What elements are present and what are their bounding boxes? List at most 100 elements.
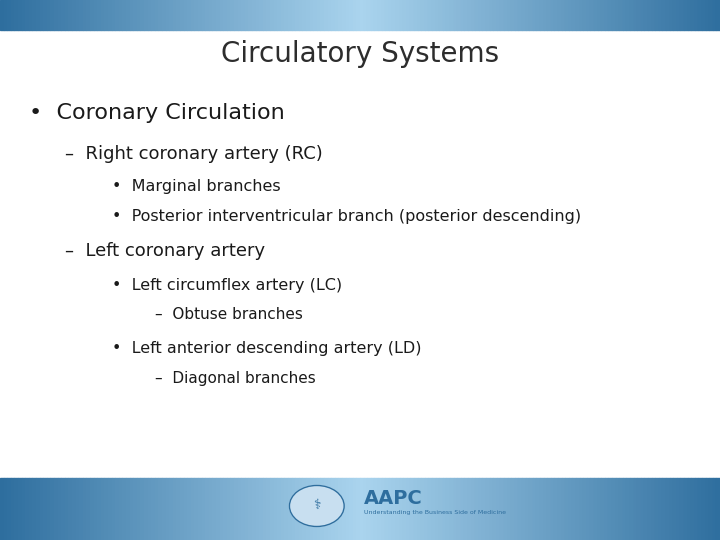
Bar [641,0,644,30]
Bar [526,0,529,30]
Bar [284,478,288,540]
Bar [482,0,486,30]
Bar [299,478,302,540]
Bar [61,0,65,30]
Bar [108,478,112,540]
Bar [562,478,565,540]
Text: Understanding the Business Side of Medicine: Understanding the Business Side of Medic… [364,510,505,515]
Bar [464,478,468,540]
Bar [270,478,274,540]
Bar [364,0,367,30]
Bar [374,0,378,30]
Bar [295,0,299,30]
Bar [634,0,637,30]
Bar [202,0,205,30]
Bar [421,0,425,30]
Bar [292,0,295,30]
Bar [238,0,241,30]
Text: Circulatory Systems: Circulatory Systems [221,40,499,68]
Bar [295,478,299,540]
Text: •  Coronary Circulation: • Coronary Circulation [29,103,284,124]
Bar [637,0,641,30]
Bar [43,478,47,540]
Bar [252,478,256,540]
Bar [230,478,234,540]
Text: AAPC: AAPC [364,489,423,509]
Bar [353,0,356,30]
Bar [716,0,720,30]
Bar [158,0,162,30]
Bar [263,478,266,540]
Bar [122,478,126,540]
Bar [133,478,137,540]
Bar [493,478,497,540]
Bar [644,478,648,540]
Bar [616,478,619,540]
Bar [511,0,515,30]
Bar [616,0,619,30]
Bar [151,0,155,30]
Bar [626,478,630,540]
Bar [331,0,335,30]
Bar [479,0,482,30]
Bar [576,478,580,540]
Bar [14,478,18,540]
Text: •  Left anterior descending artery (LD): • Left anterior descending artery (LD) [112,341,421,356]
Bar [504,0,508,30]
Bar [317,478,320,540]
Bar [101,0,104,30]
Bar [86,0,90,30]
Bar [662,478,666,540]
Bar [382,478,385,540]
Bar [148,0,151,30]
Bar [306,478,310,540]
Bar [22,0,25,30]
Bar [536,478,540,540]
Bar [688,0,691,30]
Bar [691,478,695,540]
Bar [691,0,695,30]
Bar [54,0,58,30]
Bar [418,478,421,540]
Bar [666,478,670,540]
Bar [590,478,594,540]
Bar [472,478,475,540]
Bar [565,0,569,30]
Bar [360,0,364,30]
Bar [162,478,166,540]
Bar [227,0,230,30]
Bar [4,478,7,540]
Bar [281,0,284,30]
Bar [662,0,666,30]
Bar [706,0,709,30]
Bar [583,0,587,30]
Bar [122,0,126,30]
Text: –  Diagonal branches: – Diagonal branches [155,370,315,386]
Bar [230,0,234,30]
Bar [25,0,29,30]
Bar [454,478,457,540]
Bar [83,478,86,540]
Bar [216,0,220,30]
Bar [533,0,536,30]
Text: –  Obtuse branches: – Obtuse branches [155,307,302,322]
Bar [274,478,277,540]
Bar [468,0,472,30]
Bar [130,478,133,540]
Text: –  Left coronary artery: – Left coronary artery [65,242,265,260]
Bar [367,478,371,540]
Bar [302,478,306,540]
Bar [673,0,677,30]
Bar [155,0,158,30]
Bar [112,478,115,540]
Bar [677,478,680,540]
Bar [608,478,612,540]
Bar [108,0,112,30]
Bar [36,478,40,540]
Bar [648,478,652,540]
Bar [695,0,698,30]
Bar [554,0,558,30]
Bar [446,478,450,540]
Bar [331,478,335,540]
Bar [40,0,43,30]
